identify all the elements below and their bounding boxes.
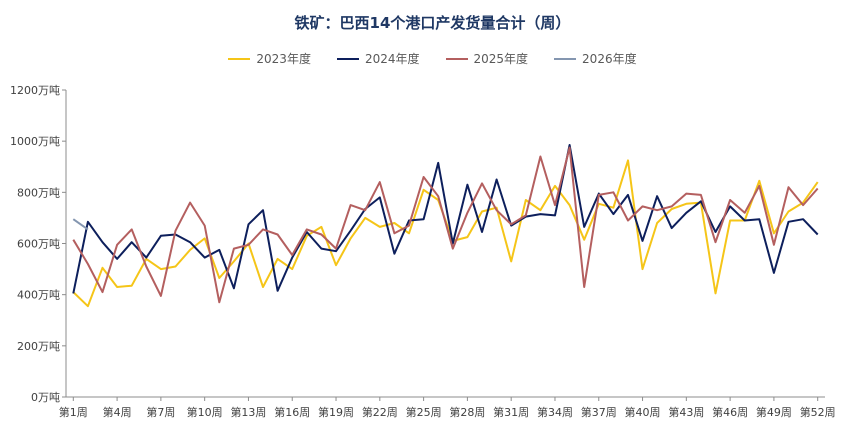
x-tick-label: 第25周 (406, 405, 442, 419)
y-tick-label: 0万吨 (31, 391, 60, 404)
y-tick-label: 1200万吨 (10, 84, 60, 97)
x-tick-label: 第1周 (59, 405, 88, 419)
legend-item: 2023年度 (228, 50, 311, 67)
x-tick-label: 第46周 (712, 405, 748, 419)
x-tick-label: 第28周 (449, 405, 485, 419)
x-tick-label: 第16周 (274, 405, 310, 419)
x-tick-label: 第10周 (187, 405, 223, 419)
x-tick-label: 第43周 (668, 405, 704, 419)
x-tick-label: 第49周 (756, 405, 792, 419)
chart-title: 铁矿：巴西14个港口产发货量合计（周） (294, 14, 571, 32)
x-tick-label: 第31周 (493, 405, 529, 419)
series-line-2025年度 (72, 146, 819, 304)
legend-swatch (336, 57, 359, 60)
x-tick-label: 第19周 (318, 405, 354, 419)
x-tick-label: 第34周 (537, 405, 573, 419)
x-tick-label: 第22周 (362, 405, 398, 419)
legend: 2023年度 2024年度 2025年度 2026年度 (0, 50, 865, 67)
series-line-2024年度 (72, 144, 819, 294)
y-tick-label: 800万吨 (17, 186, 60, 199)
legend-swatch (445, 57, 468, 60)
legend-label: 2024年度 (364, 52, 420, 66)
x-tick-label: 第40周 (625, 405, 661, 419)
legend-swatch (554, 57, 577, 60)
legend-item: 2024年度 (336, 50, 420, 67)
legend-label: 2025年度 (473, 52, 529, 66)
legend-label: 2026年度 (582, 52, 637, 66)
x-tick-label: 第52周 (800, 405, 836, 419)
legend-swatch (228, 57, 251, 60)
y-tick-label: 600万吨 (17, 238, 60, 251)
x-tick-label: 第4周 (103, 405, 132, 419)
x-tick-label: 第37周 (581, 405, 617, 419)
y-tick-label: 200万吨 (17, 340, 60, 353)
y-tick-label: 1000万吨 (10, 135, 60, 148)
x-tick-label: 第7周 (146, 405, 175, 419)
series-line-2023年度 (72, 159, 819, 308)
legend-item: 2026年度 (554, 50, 637, 67)
legend-item: 2025年度 (445, 50, 529, 67)
y-tick-label: 400万吨 (17, 289, 60, 302)
series-line-2026年度 (72, 218, 89, 231)
legend-label: 2023年度 (256, 52, 311, 66)
x-tick-label: 第13周 (230, 405, 266, 419)
